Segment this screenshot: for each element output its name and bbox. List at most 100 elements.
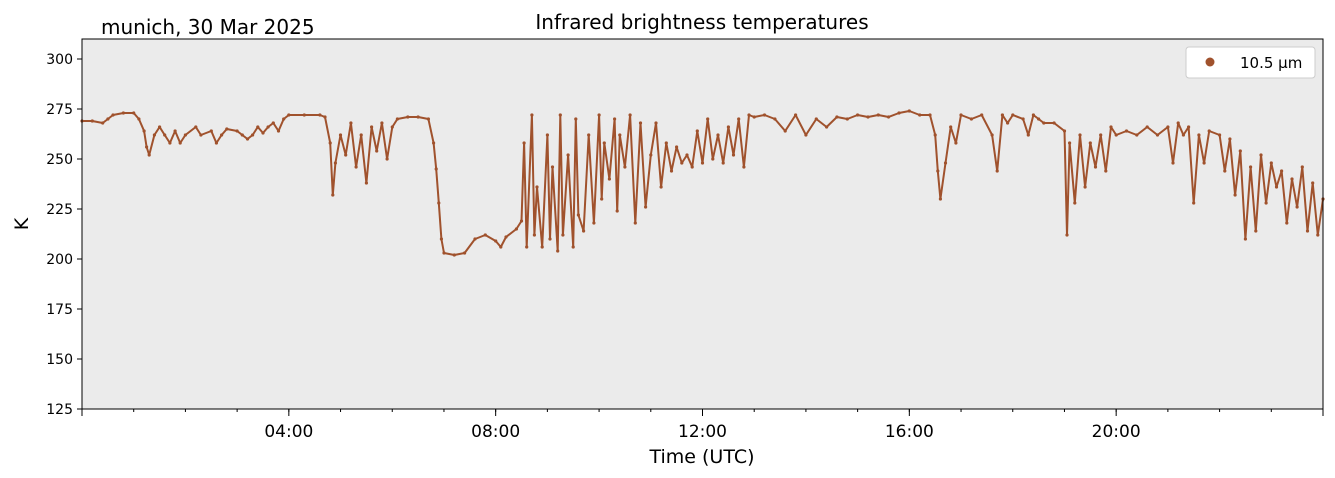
data-point bbox=[1065, 233, 1069, 237]
data-point bbox=[1280, 169, 1284, 173]
data-point bbox=[1223, 169, 1227, 173]
data-point bbox=[1155, 133, 1160, 137]
data-point bbox=[452, 253, 456, 257]
data-point bbox=[1021, 117, 1025, 121]
data-point bbox=[338, 133, 343, 137]
data-point bbox=[582, 229, 586, 233]
y-tick-label: 175 bbox=[46, 302, 73, 318]
data-point bbox=[1078, 133, 1082, 137]
data-point bbox=[514, 227, 519, 231]
data-point bbox=[814, 117, 818, 121]
data-point bbox=[1295, 205, 1299, 209]
data-point bbox=[659, 185, 663, 189]
data-point bbox=[395, 117, 399, 121]
data-point bbox=[938, 197, 943, 201]
data-point bbox=[1228, 137, 1232, 141]
data-point bbox=[1187, 125, 1191, 129]
data-point bbox=[907, 109, 911, 113]
data-point bbox=[1269, 161, 1273, 165]
data-point bbox=[240, 133, 244, 137]
data-point bbox=[1052, 121, 1056, 125]
data-point bbox=[1031, 113, 1035, 117]
data-point bbox=[540, 245, 544, 249]
data-point bbox=[1000, 113, 1005, 117]
data-point bbox=[282, 117, 286, 121]
y-tick-label: 275 bbox=[46, 102, 73, 118]
data-point bbox=[600, 197, 604, 201]
data-point bbox=[1254, 229, 1258, 233]
legend: 10.5 µm bbox=[1185, 46, 1316, 79]
data-point bbox=[504, 235, 508, 239]
series-layer bbox=[80, 109, 1325, 257]
data-point bbox=[535, 185, 539, 189]
data-point bbox=[706, 117, 710, 121]
data-point bbox=[561, 233, 565, 237]
data-point bbox=[664, 141, 668, 145]
data-point bbox=[1264, 201, 1268, 205]
y-tick-label: 125 bbox=[46, 402, 73, 418]
data-point bbox=[276, 129, 281, 133]
data-point bbox=[1176, 121, 1180, 125]
data-point bbox=[199, 133, 203, 137]
data-point bbox=[1290, 177, 1294, 181]
data-point bbox=[142, 129, 146, 133]
data-point bbox=[1166, 125, 1170, 129]
data-point bbox=[773, 117, 777, 121]
data-point bbox=[1171, 161, 1175, 165]
data-point bbox=[644, 205, 648, 209]
data-point bbox=[214, 141, 218, 145]
data-point bbox=[1037, 117, 1041, 121]
data-point bbox=[737, 117, 741, 121]
data-point bbox=[380, 121, 384, 125]
data-point bbox=[251, 133, 255, 137]
data-point bbox=[266, 125, 270, 129]
data-point bbox=[1135, 133, 1139, 137]
data-point bbox=[747, 113, 751, 117]
y-tick-label: 250 bbox=[46, 152, 73, 168]
data-point bbox=[525, 245, 529, 249]
data-point bbox=[995, 169, 999, 173]
data-point bbox=[675, 145, 679, 149]
data-point bbox=[1093, 165, 1098, 169]
data-point bbox=[928, 113, 932, 117]
data-point bbox=[669, 169, 674, 173]
data-point bbox=[1207, 129, 1211, 133]
data-point bbox=[1218, 133, 1222, 137]
data-point bbox=[918, 113, 922, 117]
data-point bbox=[1274, 185, 1279, 189]
data-point bbox=[566, 153, 570, 157]
data-point bbox=[1300, 165, 1304, 169]
legend-box bbox=[1185, 46, 1316, 79]
data-point bbox=[576, 213, 581, 217]
data-point bbox=[209, 129, 213, 133]
data-point bbox=[1099, 133, 1103, 137]
data-point bbox=[700, 161, 705, 165]
data-point bbox=[1197, 133, 1201, 137]
data-point bbox=[1181, 133, 1185, 137]
data-point bbox=[168, 141, 172, 145]
data-point bbox=[323, 115, 327, 119]
data-point bbox=[856, 113, 860, 117]
data-point bbox=[442, 251, 446, 255]
data-point bbox=[318, 113, 322, 117]
data-point bbox=[1305, 229, 1310, 233]
data-point bbox=[1192, 201, 1196, 205]
data-point bbox=[597, 113, 601, 117]
data-point bbox=[980, 113, 984, 117]
data-point bbox=[1088, 141, 1092, 145]
data-point bbox=[173, 129, 177, 133]
data-point bbox=[437, 201, 441, 205]
data-point bbox=[1124, 129, 1129, 133]
data-point bbox=[178, 141, 182, 145]
y-axis: 125 150 175 200 225 250 275 300 bbox=[46, 52, 82, 418]
data-point bbox=[370, 125, 374, 129]
data-point bbox=[145, 145, 149, 149]
data-point bbox=[623, 165, 627, 169]
data-point bbox=[959, 113, 963, 117]
x-tick-label: 04:00 bbox=[264, 422, 313, 442]
data-point bbox=[194, 125, 198, 129]
legend-marker bbox=[1205, 57, 1215, 67]
data-point bbox=[385, 157, 389, 161]
data-point bbox=[933, 133, 937, 137]
data-point bbox=[287, 113, 291, 117]
